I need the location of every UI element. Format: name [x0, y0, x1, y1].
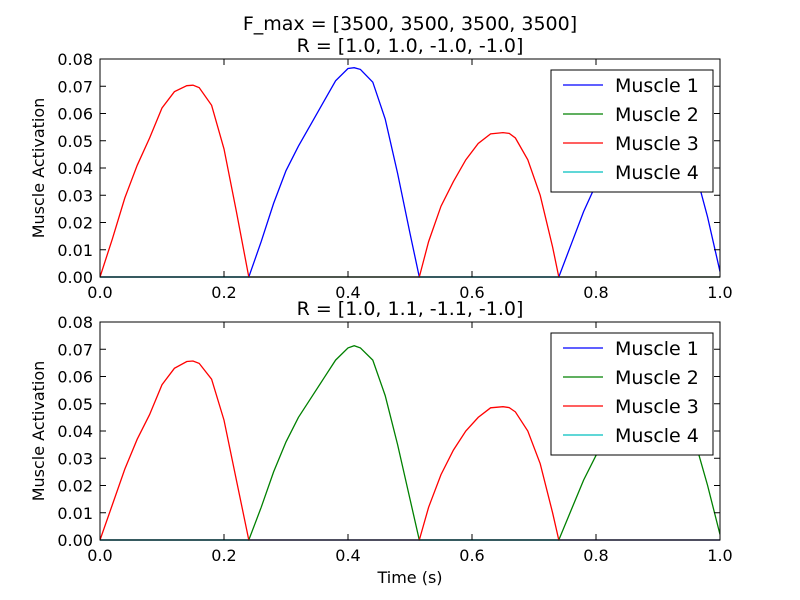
y-tick-label: 0.07 — [57, 77, 93, 96]
y-tick-label: 0.02 — [57, 477, 93, 496]
y-tick-label: 0.04 — [57, 159, 93, 178]
y-axis-label: Muscle Activation — [29, 98, 48, 239]
y-tick-label: 0.03 — [57, 186, 93, 205]
y-tick-label: 0.04 — [57, 422, 93, 441]
legend-label: Muscle 1 — [615, 338, 699, 360]
x-tick-label: 0.4 — [335, 546, 360, 565]
legend-label: Muscle 1 — [615, 75, 699, 97]
x-tick-label: 1.0 — [707, 546, 732, 565]
y-tick-label: 0.01 — [57, 504, 93, 523]
x-tick-label: 0.6 — [459, 546, 484, 565]
legend: Muscle 1 Muscle 2 Muscle 3 Muscle 4 — [550, 69, 714, 193]
y-tick-label: 0.00 — [57, 531, 93, 550]
x-tick-label: 0.0 — [87, 546, 112, 565]
y-tick-label: 0.00 — [57, 268, 93, 287]
y-tick-label: 0.03 — [57, 449, 93, 468]
y-tick-label: 0.01 — [57, 241, 93, 260]
y-tick-label: 0.02 — [57, 214, 93, 233]
x-tick-label: 0.6 — [459, 283, 484, 302]
x-tick-label: 0.2 — [211, 546, 236, 565]
x-tick-label: 0.0 — [87, 283, 112, 302]
y-tick-label: 0.06 — [57, 105, 93, 124]
chart-panel-top: R = [1.0, 1.0, -1.0, -1.0] 0.0 0.2 0.4 0.6 0.… — [29, 35, 733, 302]
figure-title: F_max = [3500, 3500, 3500, 3500] — [243, 13, 577, 35]
x-tick-label: 0.8 — [583, 283, 608, 302]
y-tick-label: 0.07 — [57, 340, 93, 359]
chart-title: R = [1.0, 1.1, -1.1, -1.0] — [297, 298, 524, 320]
x-tick-label: 0.8 — [583, 546, 608, 565]
x-tick-label: 0.4 — [335, 283, 360, 302]
x-axis-label: Time (s) — [376, 568, 442, 587]
x-tick-label: 1.0 — [707, 283, 732, 302]
legend-label: Muscle 2 — [615, 367, 699, 389]
y-tick-label: 0.05 — [57, 132, 93, 151]
y-tick-label: 0.05 — [57, 395, 93, 414]
legend-box — [550, 69, 714, 193]
chart-title: R = [1.0, 1.0, -1.0, -1.0] — [297, 35, 524, 57]
y-tick-label: 0.08 — [57, 313, 93, 332]
y-axis-label: Muscle Activation — [29, 361, 48, 502]
legend-label: Muscle 3 — [615, 396, 699, 418]
legend-label: Muscle 4 — [615, 162, 699, 184]
legend-label: Muscle 3 — [615, 133, 699, 155]
chart-panel-bottom: R = [1.0, 1.1, -1.1, -1.0] 0.0 0.2 0.4 0.6 0.… — [29, 298, 733, 587]
legend-label: Muscle 4 — [615, 425, 699, 447]
legend: Muscle 1 Muscle 2 Muscle 3 Muscle 4 — [550, 332, 714, 456]
y-tick-label: 0.08 — [57, 50, 93, 69]
y-tick-label: 0.06 — [57, 368, 93, 387]
x-tick-label: 0.2 — [211, 283, 236, 302]
legend-label: Muscle 2 — [615, 104, 699, 126]
